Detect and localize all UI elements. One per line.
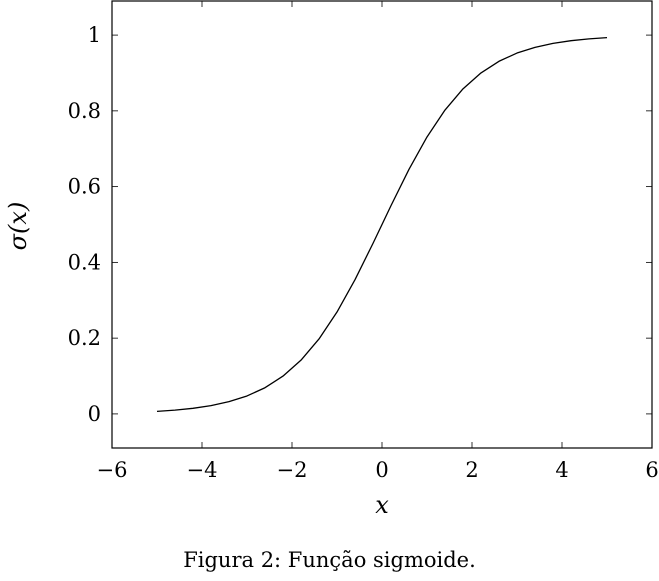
x-tick-label: −4 <box>187 458 218 482</box>
series-line <box>156 36 608 413</box>
y-tick-label: 0.4 <box>68 250 101 274</box>
x-tick-label: 2 <box>465 458 478 482</box>
y-tick-label: 0.6 <box>68 175 101 199</box>
plot-frame <box>111 0 653 449</box>
figure-caption: Figura 2: Função sigmoide. <box>183 548 476 572</box>
y-axis-label: σ(x) <box>4 202 32 251</box>
x-tick-label: 6 <box>645 458 658 482</box>
x-axis-label: x <box>375 491 389 519</box>
sigmoid-chart: −6 −4 −2 0 2 4 6 0 0.2 0.4 0.6 0.8 1 x σ(x) <box>4 0 659 519</box>
y-tick-label: 0.8 <box>68 99 101 123</box>
x-tick-label: −2 <box>277 458 308 482</box>
y-tick-label: 0.2 <box>68 326 101 350</box>
x-tick-label: 0 <box>375 458 388 482</box>
y-tick-label: 0 <box>88 402 101 426</box>
tick-labels: −6 −4 −2 0 2 4 6 0 0.2 0.4 0.6 0.8 1 <box>68 23 659 482</box>
y-tick-label: 1 <box>88 23 101 47</box>
x-tick-label: −6 <box>97 458 128 482</box>
x-tick-label: 4 <box>555 458 568 482</box>
